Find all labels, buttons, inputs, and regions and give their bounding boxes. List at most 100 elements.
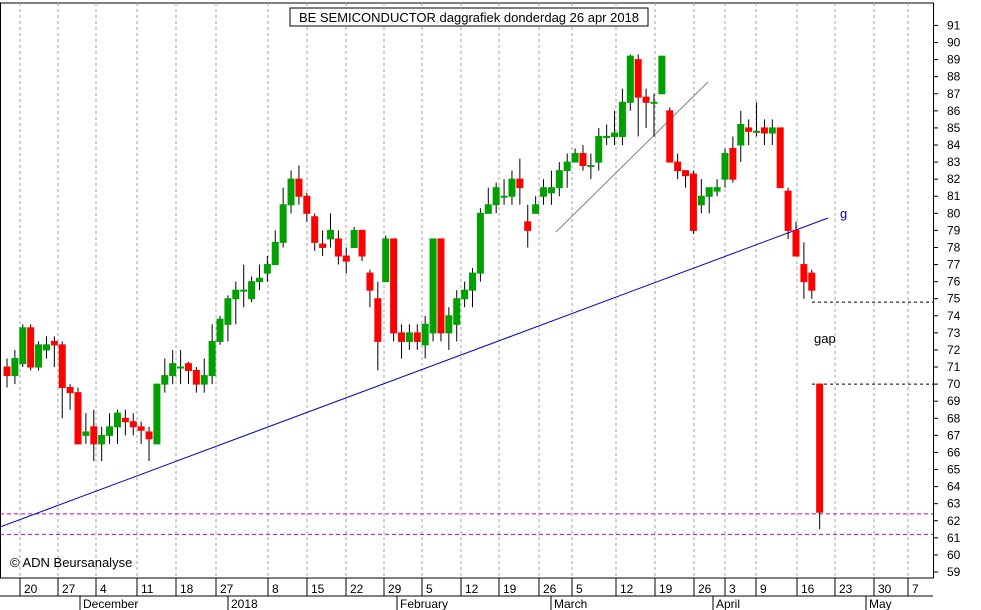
x-tick-label: 7: [912, 582, 919, 596]
x-tick-label: 12: [620, 582, 634, 596]
candle-body: [3, 366, 11, 377]
candle-body: [137, 426, 145, 431]
candle-body: [184, 363, 192, 371]
candle-body: [121, 417, 129, 423]
candle-body: [729, 147, 737, 180]
candle-body: [248, 281, 256, 300]
y-tick-label: 66: [947, 445, 961, 459]
candle-body: [461, 289, 469, 300]
y-tick-label: 59: [947, 565, 961, 579]
candle-body: [689, 173, 697, 231]
candle-body: [113, 412, 121, 428]
candle-body: [445, 315, 453, 334]
plot-frame: [0, 2, 934, 579]
trendline-label: g: [840, 206, 847, 221]
candle-body: [398, 332, 405, 342]
y-axis: 59 60 61 62 63 64 65 66 67 68 69 70 71 72 73 74 75 76 77 78…: [933, 18, 961, 579]
copyright: © ADN Beursanalyse: [10, 555, 132, 570]
y-tick-label: 63: [947, 497, 961, 511]
candle-body: [476, 212, 484, 274]
candle-body: [492, 187, 500, 206]
candle-body: [66, 387, 74, 394]
x-tick-label: 27: [220, 582, 234, 596]
candle-body: [161, 375, 169, 385]
y-tick-label: 87: [947, 87, 961, 101]
y-tick-label: 80: [947, 206, 961, 220]
y-tick-label: 67: [947, 428, 961, 442]
x-tick-label: 3: [729, 582, 736, 596]
candle-body: [42, 344, 50, 351]
grid-lines: [0, 2, 934, 579]
y-tick-label: 68: [947, 411, 961, 425]
x-tick-label: 12: [465, 582, 479, 596]
month-label: December: [83, 597, 138, 610]
candle-body: [642, 96, 650, 103]
candle-body: [295, 178, 303, 197]
month-label: March: [554, 597, 587, 610]
y-tick-label: 91: [947, 18, 961, 32]
x-tick-label: 20: [24, 582, 38, 596]
candle-body: [382, 238, 390, 283]
candle-body: [200, 375, 208, 385]
y-tick-label: 78: [947, 240, 961, 254]
x-tick-label: 8: [272, 582, 279, 596]
candle-body: [421, 323, 429, 346]
rising-trendline: [0, 217, 829, 528]
candle-body: [603, 135, 611, 138]
candle-body: [500, 195, 508, 198]
x-axis: 20 27 4 11 18 27 8 15 22 29 5 12 19 26 5 12 19 26 3 9 16 23 30…: [0, 578, 933, 610]
candle-body: [82, 431, 90, 436]
x-tick-label: 4: [100, 582, 107, 596]
y-tick-label: 69: [947, 394, 961, 408]
candle-body: [263, 264, 271, 274]
candle-body: [35, 344, 43, 368]
candle-body: [413, 332, 421, 342]
candle-body: [453, 298, 461, 325]
y-tick-label: 76: [947, 275, 961, 289]
candle-body: [129, 421, 137, 428]
candle-body: [816, 383, 824, 513]
candle-body: [721, 153, 729, 180]
y-tick-label: 88: [947, 70, 961, 84]
month-label: April: [716, 597, 740, 610]
y-tick-label: 72: [947, 343, 961, 357]
x-tick-label: 26: [543, 582, 557, 596]
x-tick-label: 22: [350, 582, 364, 596]
candle-body: [350, 229, 358, 248]
y-tick-label: 65: [947, 463, 961, 477]
candle-body: [374, 298, 382, 342]
candle-body: [682, 170, 690, 177]
y-tick-label: 89: [947, 53, 961, 67]
y-tick-label: 81: [947, 189, 961, 203]
candle-body: [469, 272, 477, 291]
candle-body: [390, 238, 398, 334]
candle-body: [776, 127, 784, 189]
candle-body: [508, 178, 516, 197]
candle-body: [666, 110, 674, 163]
candle-body: [760, 127, 768, 134]
candle-body: [208, 340, 216, 377]
x-tick-label: 27: [62, 582, 76, 596]
candle-body: [784, 190, 792, 231]
candle-body: [366, 272, 374, 291]
candle-body: [611, 132, 619, 137]
x-tick-label: 19: [659, 582, 673, 596]
candle-body: [271, 241, 279, 266]
candles: [3, 54, 824, 530]
candle-body: [145, 431, 153, 440]
candle-body: [745, 127, 753, 132]
candle-body: [516, 178, 524, 189]
y-tick-label: 84: [947, 138, 961, 152]
candle-body: [405, 332, 413, 342]
y-tick-label: 90: [947, 36, 961, 50]
x-tick-label: 16: [801, 582, 815, 596]
candle-body: [216, 318, 224, 342]
y-tick-label: 85: [947, 121, 961, 135]
candle-body: [287, 178, 295, 206]
candle-body: [579, 153, 587, 166]
candle-body: [540, 187, 548, 197]
y-tick-label: 77: [947, 258, 961, 272]
candle-body: [618, 101, 626, 137]
candle-body: [587, 164, 595, 167]
y-tick-label: 61: [947, 531, 961, 545]
